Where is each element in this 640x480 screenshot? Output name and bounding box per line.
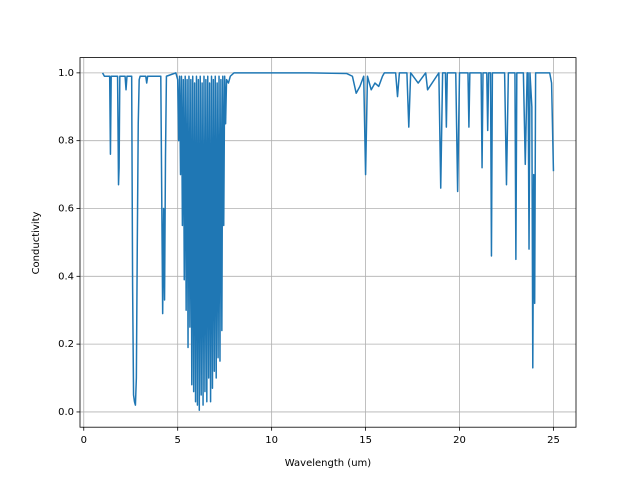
x-tick-label: 5 — [175, 435, 181, 446]
y-tick-label: 0.4 — [58, 271, 74, 282]
x-tick-label: 25 — [547, 435, 560, 446]
y-tick-label: 0.8 — [58, 136, 74, 147]
plot-frame — [79, 57, 577, 428]
x-tick-label: 15 — [359, 435, 372, 446]
data-line — [101, 72, 555, 411]
y-tick-label: 1.0 — [58, 68, 74, 79]
x-tick-label: 20 — [453, 435, 466, 446]
x-tick-label: 0 — [81, 435, 87, 446]
x-axis-label: Wavelength (um) — [285, 458, 371, 469]
y-tick-label: 0.6 — [58, 203, 74, 214]
y-tick-label: 0.2 — [58, 339, 74, 350]
x-tick-label: 10 — [265, 435, 278, 446]
y-axis-label: Conductivity — [31, 211, 42, 274]
y-tick-label: 0.0 — [58, 407, 74, 418]
